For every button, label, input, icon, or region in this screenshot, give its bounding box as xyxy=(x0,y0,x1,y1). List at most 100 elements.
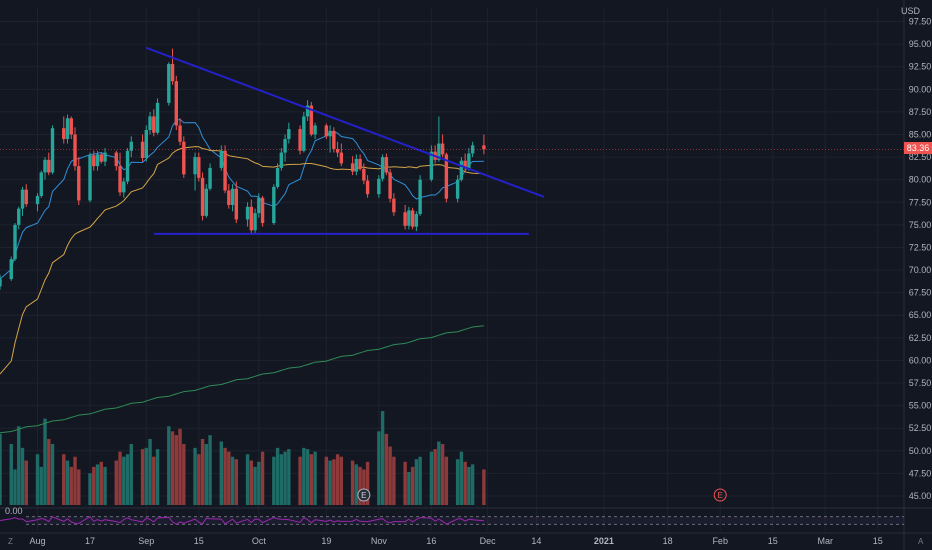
resistance-trendline[interactable] xyxy=(145,46,545,198)
candle-body[interactable] xyxy=(459,160,464,180)
candle-body[interactable] xyxy=(384,157,389,173)
earnings-marker-circle[interactable] xyxy=(713,488,727,502)
candle-body[interactable] xyxy=(170,64,175,82)
candle-body[interactable] xyxy=(358,158,362,169)
candle-body[interactable] xyxy=(125,150,130,182)
candle-body[interactable] xyxy=(50,128,55,173)
candle-body[interactable] xyxy=(444,154,449,199)
candle-body[interactable] xyxy=(287,129,291,140)
candle-body[interactable] xyxy=(354,158,359,172)
candle-body[interactable] xyxy=(129,141,133,151)
candle-body[interactable] xyxy=(463,160,467,168)
candle-body[interactable] xyxy=(332,130,336,149)
candle-body[interactable] xyxy=(365,180,370,195)
candle-body[interactable] xyxy=(234,188,239,220)
candle-body[interactable] xyxy=(152,116,156,133)
earnings-marker-circle[interactable] xyxy=(357,488,371,502)
candles[interactable] xyxy=(0,48,486,290)
candle-body[interactable] xyxy=(275,167,280,187)
candle-body[interactable] xyxy=(69,118,73,135)
earnings-marker[interactable]: E xyxy=(713,488,727,502)
candle-body[interactable] xyxy=(339,152,344,164)
candle-body[interactable] xyxy=(257,197,261,214)
candle-body[interactable] xyxy=(418,179,422,215)
candle-body[interactable] xyxy=(388,172,392,199)
candle-body[interactable] xyxy=(455,179,460,199)
candle-body[interactable] xyxy=(272,186,276,224)
candle-body[interactable] xyxy=(24,189,28,205)
candle-body[interactable] xyxy=(249,206,254,231)
candle-body[interactable] xyxy=(482,145,486,150)
candle-body[interactable] xyxy=(223,150,227,191)
candle-body[interactable] xyxy=(362,168,366,181)
candle-body[interactable] xyxy=(335,148,340,153)
candle-body[interactable] xyxy=(118,166,122,193)
candle-body[interactable] xyxy=(403,212,407,226)
candle-body[interactable] xyxy=(148,116,152,130)
candle-body[interactable] xyxy=(43,159,47,173)
candle-body[interactable] xyxy=(380,157,385,179)
candle-body[interactable] xyxy=(309,105,314,135)
candle-body[interactable] xyxy=(39,172,43,196)
candle-body[interactable] xyxy=(193,157,197,175)
candle-body[interactable] xyxy=(298,129,302,151)
candle-body[interactable] xyxy=(122,181,126,193)
candle-body[interactable] xyxy=(77,166,81,201)
candle-body[interactable] xyxy=(182,141,186,175)
candle-body[interactable] xyxy=(302,116,306,151)
candle-body[interactable] xyxy=(208,167,212,189)
candle-body[interactable] xyxy=(407,210,411,226)
candle-body[interactable] xyxy=(65,118,70,140)
candle-body[interactable] xyxy=(73,134,77,167)
candle-body[interactable] xyxy=(283,139,287,153)
candle-body[interactable] xyxy=(20,189,25,209)
candle-body[interactable] xyxy=(88,155,92,201)
candle-body[interactable] xyxy=(140,141,145,159)
candle-body[interactable] xyxy=(219,150,224,168)
candle-body[interactable] xyxy=(230,188,235,205)
candle-body[interactable] xyxy=(470,145,475,154)
candle-body[interactable] xyxy=(260,197,265,224)
candle-body[interactable] xyxy=(313,125,317,135)
candle-body[interactable] xyxy=(204,188,209,216)
trendlines[interactable] xyxy=(0,46,904,235)
candle-body[interactable] xyxy=(95,154,100,167)
candle-body[interactable] xyxy=(17,208,21,225)
candle-body[interactable] xyxy=(62,128,66,140)
candle-body[interactable] xyxy=(178,125,182,142)
candle-body[interactable] xyxy=(47,159,51,173)
candle-body[interactable] xyxy=(9,259,13,280)
candle-body[interactable] xyxy=(0,279,2,287)
candle-body[interactable] xyxy=(13,224,17,260)
candle-body[interactable] xyxy=(245,206,250,220)
candle-body[interactable] xyxy=(35,195,40,205)
candle-body[interactable] xyxy=(437,143,441,160)
candle-body[interactable] xyxy=(174,81,178,126)
candle-body[interactable] xyxy=(410,210,415,227)
candle-body[interactable] xyxy=(324,125,329,137)
candle-body[interactable] xyxy=(92,155,96,167)
auto-scale-button[interactable]: A xyxy=(918,537,924,546)
candle-body[interactable] xyxy=(328,130,332,137)
candle-body[interactable] xyxy=(227,190,231,205)
candle-body[interactable] xyxy=(305,105,310,117)
candle-body[interactable] xyxy=(155,102,160,133)
earnings-marker[interactable]: E xyxy=(357,488,371,502)
candle-body[interactable] xyxy=(377,178,381,195)
candle-body[interactable] xyxy=(197,157,201,178)
candle-body[interactable] xyxy=(167,64,171,103)
candle-body[interactable] xyxy=(350,163,355,172)
candle-body[interactable] xyxy=(414,214,419,227)
candle-body[interactable] xyxy=(392,198,396,213)
candle-body[interactable] xyxy=(99,154,103,162)
candle-body[interactable] xyxy=(103,152,107,162)
time-axis[interactable]: Aug 17 Sep 15 Oct 19 Nov 16 Dec 14 2021 18 Feb 15 Mar 1… xyxy=(30,536,883,546)
candle-body[interactable] xyxy=(429,151,434,180)
candle-body[interactable] xyxy=(114,152,118,167)
candle-body[interactable] xyxy=(279,152,284,168)
candle-body[interactable] xyxy=(467,153,471,168)
candle-body[interactable] xyxy=(200,177,205,216)
price-axis[interactable]: 45.00 47.50 50.00 52.50 55.00 57.50 60.00 62.50… xyxy=(909,17,932,501)
